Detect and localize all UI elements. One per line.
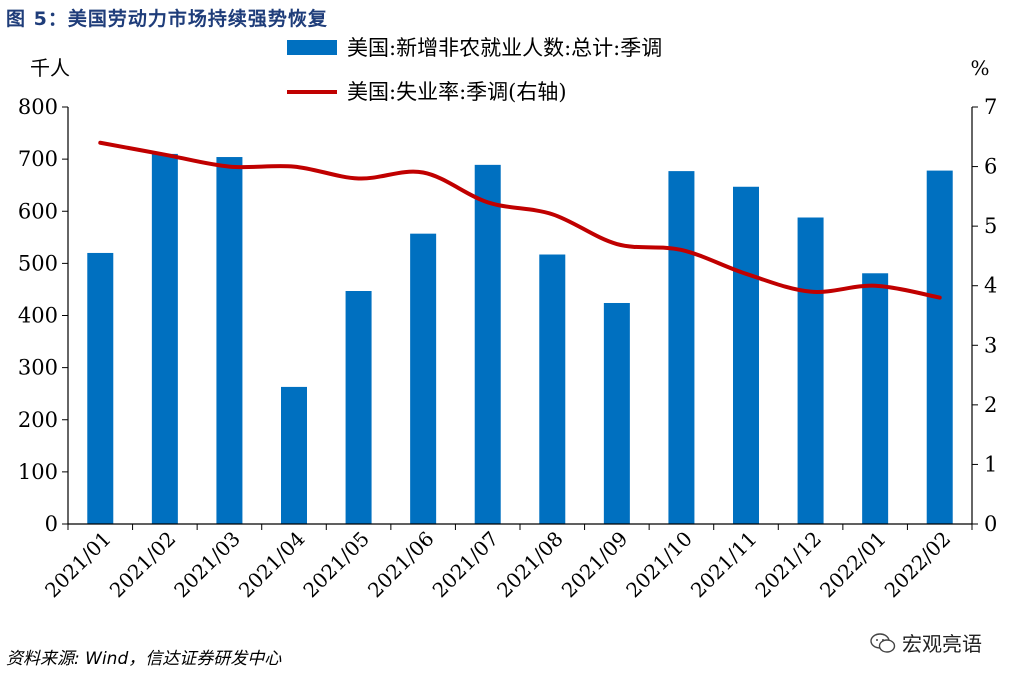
watermark: 宏观亮语: [870, 628, 982, 657]
x-tick-label: 2022/01: [815, 527, 891, 603]
y-right-tick-label: 0: [984, 512, 997, 536]
y-left-tick-label: 300: [18, 356, 58, 380]
x-axis: 2021/012021/022021/032021/042021/052021/…: [40, 524, 973, 603]
line-point: [99, 142, 101, 144]
x-tick-label: 2021/04: [234, 527, 310, 603]
bar: [539, 254, 566, 525]
y-right-tick-label: 6: [984, 155, 997, 179]
bar: [410, 233, 437, 524]
y-left-tick-label: 500: [18, 251, 58, 275]
watermark-text: 宏观亮语: [902, 632, 982, 656]
line-point: [745, 273, 747, 275]
bar: [216, 157, 243, 525]
line-point: [293, 166, 295, 168]
y-left-tick-label: 0: [45, 512, 58, 536]
legend-label: 美国:失业率:季调(右轴): [347, 80, 567, 104]
source-note: 资料来源: Wind，信达证券研发中心: [6, 649, 282, 669]
y-left-axis: 0 100 200 300 400 500 600 700 800: [18, 95, 68, 536]
bar: [603, 302, 630, 524]
line-point: [487, 201, 489, 203]
y-left-tick-label: 700: [18, 147, 58, 171]
x-tick-label: 2022/02: [880, 527, 956, 603]
y-left-tick-label: 100: [18, 460, 58, 484]
x-tick-label: 2021/08: [492, 527, 568, 603]
y-right-tick-label: 7: [984, 95, 997, 119]
y-right-tick-label: 1: [984, 452, 997, 476]
x-tick-label: 2021/03: [169, 527, 245, 603]
line-point: [874, 285, 876, 287]
line-point: [422, 172, 424, 174]
y-right-tick-label: 3: [984, 333, 997, 357]
unemployment-line: [98, 140, 942, 300]
bar-series: [87, 153, 953, 525]
y-right-tick-label: 2: [984, 393, 997, 417]
bar: [862, 273, 889, 524]
x-tick-label: 2021/12: [750, 527, 826, 603]
line-point: [164, 154, 166, 156]
wechat-icon: [870, 632, 896, 653]
x-tick-label: 2021/06: [363, 527, 439, 603]
line-point: [228, 166, 230, 168]
y-right-tick-label: 4: [984, 274, 997, 298]
bar: [345, 291, 372, 524]
bar: [733, 186, 759, 524]
bar: [87, 252, 114, 524]
y-left-tick-label: 600: [18, 199, 58, 223]
y-left-axis-label: 千人: [30, 56, 70, 80]
y-left-tick-label: 400: [18, 304, 58, 328]
y-right-axis: 0 1 2 3 4 5 6 7: [972, 95, 997, 536]
bar: [474, 164, 501, 524]
line-point: [358, 177, 360, 179]
x-tick-label: 2021/07: [428, 527, 504, 603]
line-point: [810, 291, 812, 293]
bar: [151, 153, 178, 524]
y-right-axis-label: %: [970, 56, 989, 80]
page-title: 图 5：美国劳动力市场持续强势恢复: [6, 8, 328, 30]
axes: [67, 107, 973, 525]
x-tick-label: 2021/01: [40, 527, 116, 603]
legend-label: 美国:新增非农就业人数:总计:季调: [347, 36, 662, 60]
line-series: [98, 140, 942, 300]
x-tick-label: 2021/11: [686, 527, 762, 603]
x-tick-label: 2021/10: [621, 527, 697, 603]
x-tick-label: 2021/05: [298, 527, 374, 603]
line-point: [939, 297, 941, 299]
line-point: [551, 213, 553, 215]
legend-swatch-bar: [287, 40, 337, 55]
bar: [926, 170, 953, 524]
y-left-tick-label: 800: [18, 95, 58, 119]
bar: [797, 217, 824, 524]
y-left-tick-label: 200: [18, 408, 58, 432]
bar: [281, 386, 307, 524]
x-tick-label: 2021/02: [105, 527, 181, 603]
bar: [668, 171, 695, 524]
y-right-tick-label: 5: [984, 214, 997, 238]
line-point: [616, 243, 618, 245]
line-point: [680, 249, 682, 251]
x-tick-label: 2021/09: [557, 527, 633, 603]
